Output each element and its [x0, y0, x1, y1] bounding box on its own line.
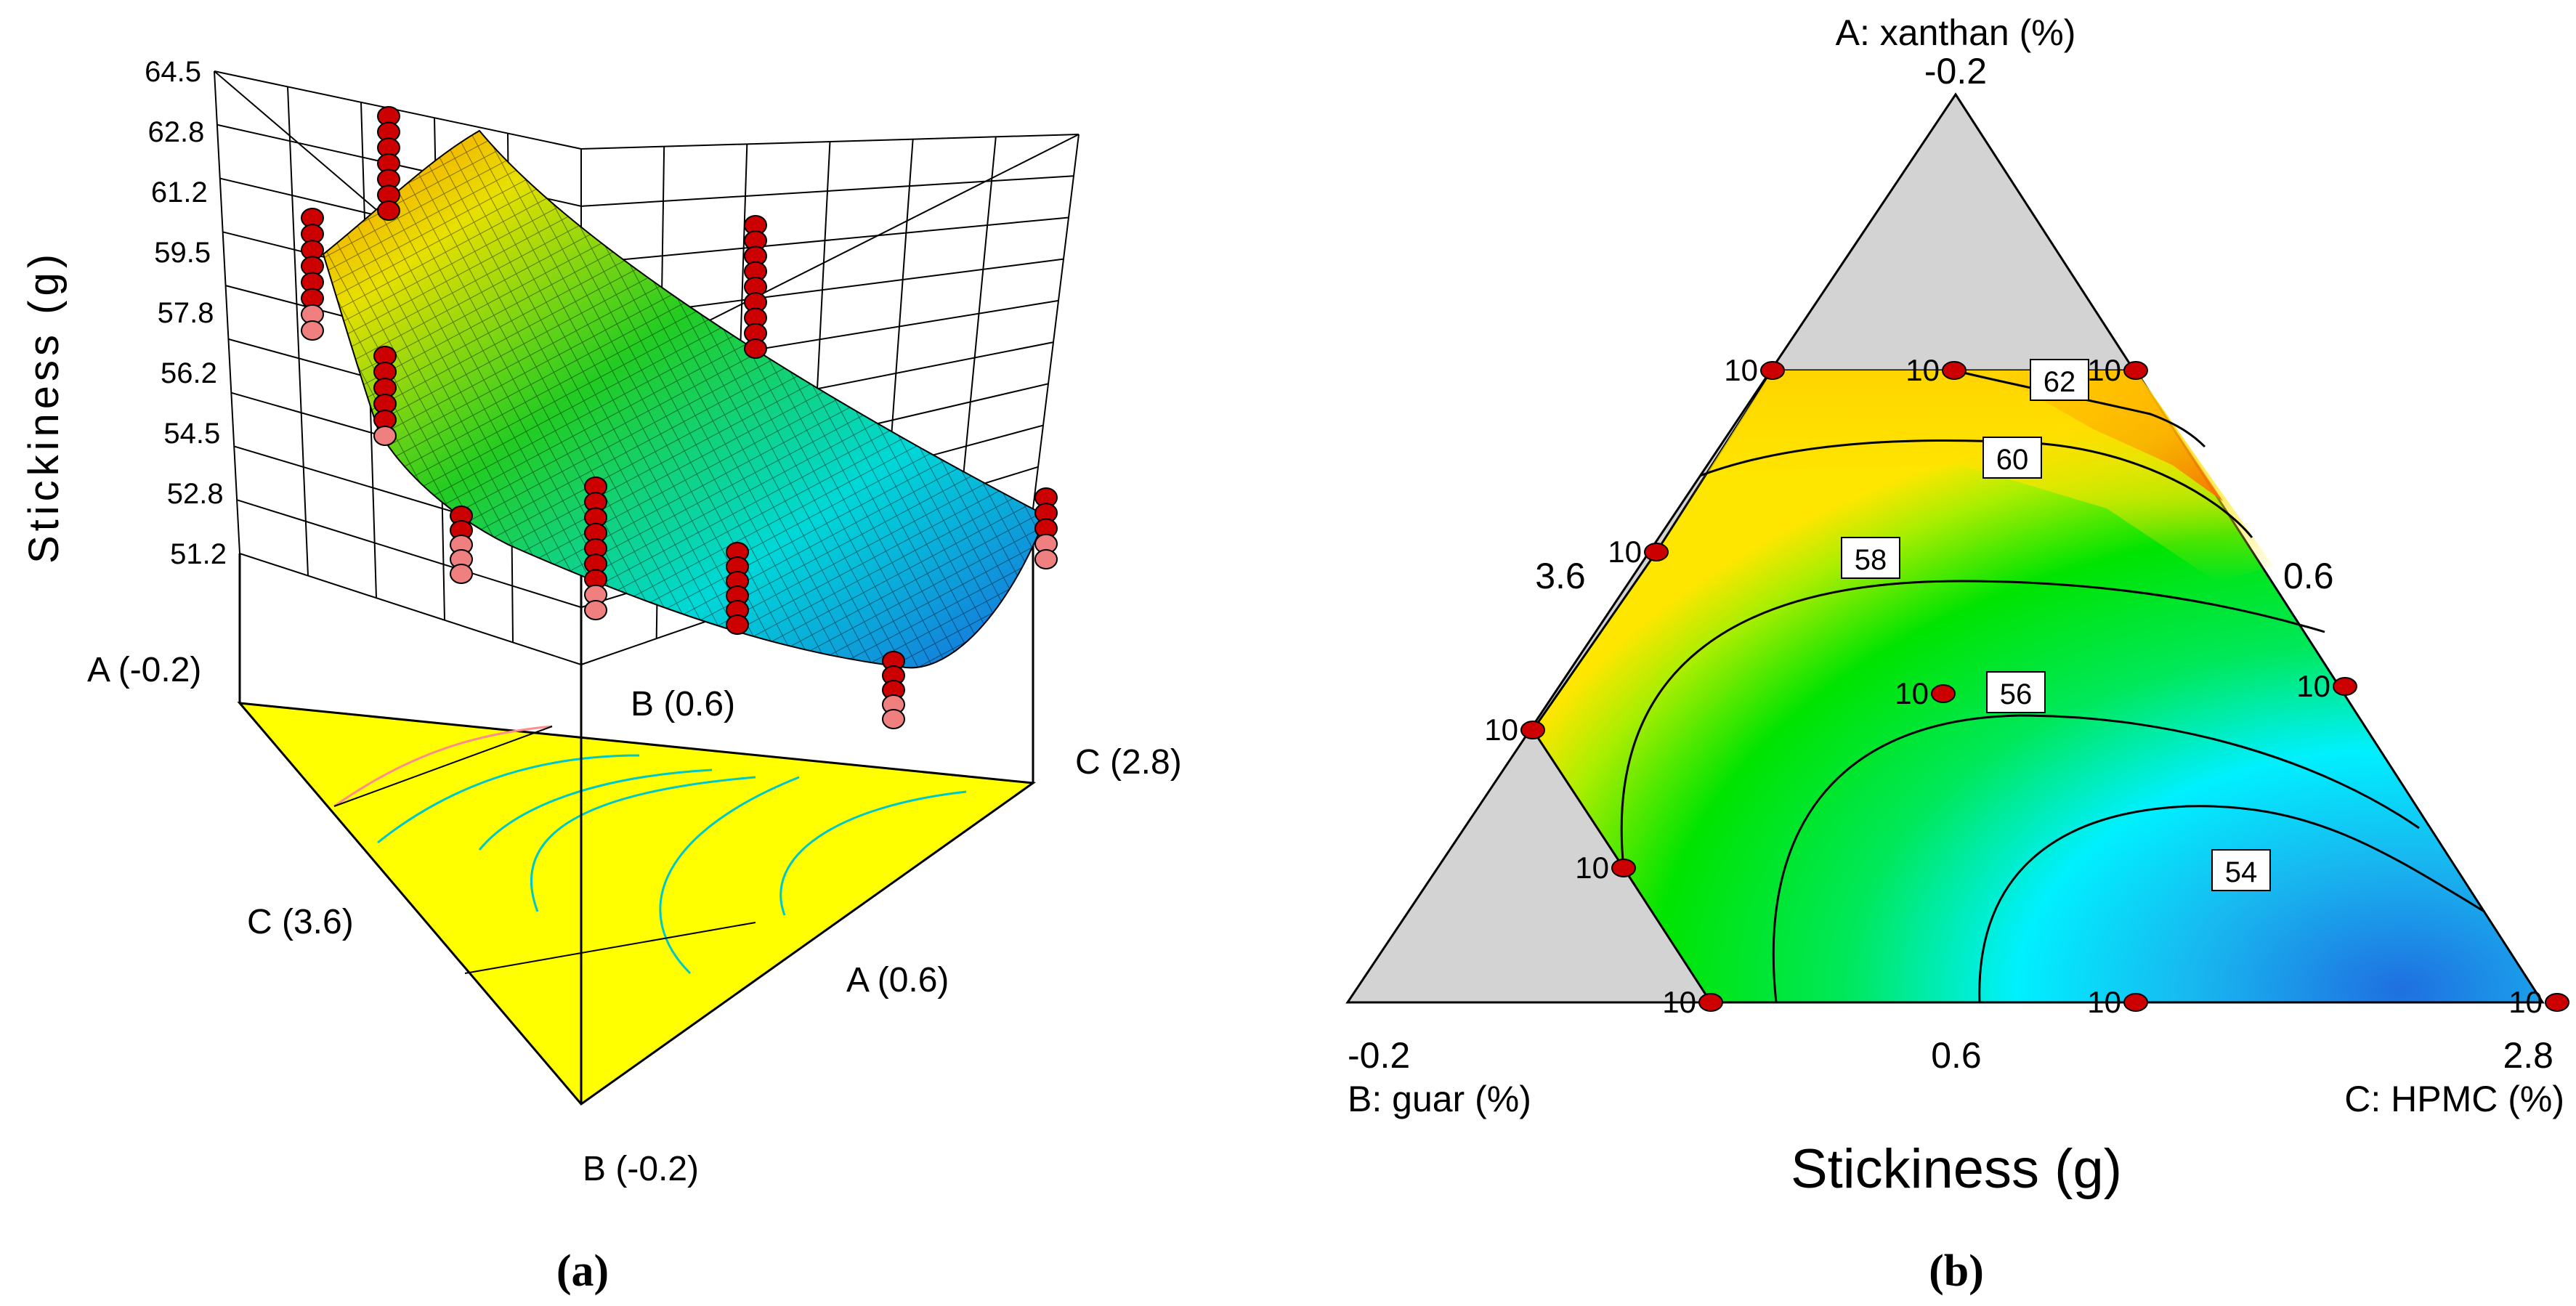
- axis-a-side-tick: 0.6: [2283, 556, 2334, 596]
- ternary-design-point: [2123, 361, 2148, 380]
- design-point: [744, 338, 767, 359]
- contour-label: 60: [1996, 444, 2029, 476]
- base-contour-line: [377, 754, 640, 844]
- z-tick-label: 62.8: [148, 116, 205, 148]
- grid-col-line: [287, 86, 309, 576]
- ternary-design-point: [1611, 859, 1636, 877]
- grid-col-line: [214, 70, 240, 554]
- design-point-label: 10: [2087, 985, 2121, 1019]
- ternary-design-point: [2123, 993, 2148, 1012]
- base-contour-line: [530, 776, 756, 912]
- ternary-design-points: 10 10 10 10 10 10 10 10 10 10 10: [1484, 353, 2569, 1019]
- z-tick-label: 61.2: [151, 177, 208, 208]
- ternary-design-point: [1931, 684, 1956, 703]
- chart-title: Stickiness (g): [1791, 1138, 2122, 1200]
- design-points: [301, 106, 1058, 729]
- grid-row-line: [236, 499, 582, 609]
- design-point: [301, 320, 324, 341]
- contour-label: 62: [2044, 366, 2076, 398]
- grid-row-line: [239, 553, 582, 665]
- base-triangle: [237, 702, 1037, 1106]
- design-point: [882, 709, 905, 729]
- design-point-label: 10: [1575, 851, 1609, 885]
- z-tick-label: 64.5: [145, 56, 201, 88]
- z-tick-label: 54.5: [163, 418, 220, 450]
- axis-c-corner-tick: 2.8: [2503, 1035, 2553, 1076]
- vertex-label-b-mid: B (0.6): [631, 685, 735, 723]
- vertex-label-b-bottom: B (-0.2): [583, 1150, 699, 1188]
- panel-label-b: (b): [1929, 1246, 1984, 1296]
- surface-mesh: [323, 131, 1046, 668]
- z-axis-label: Stickiness (g): [20, 250, 68, 564]
- grid-col-line: [1032, 134, 1080, 509]
- z-tick-label: 56.2: [161, 357, 217, 389]
- ternary-design-point: [1520, 721, 1545, 739]
- design-point-label: 10: [1905, 353, 1940, 387]
- ternary-design-point: [1760, 361, 1785, 380]
- contour-line: [1953, 369, 2206, 448]
- panel-b-ternary-plot: 54 56 58 60 62 10 10 10 10 10 10 10 10 10 10 10 A: xan…: [1345, 12, 2569, 1296]
- axis-a-label: A: xanthan (%): [1836, 12, 2076, 53]
- base-contour-line: [478, 768, 713, 851]
- z-tick-label: 59.5: [154, 237, 211, 269]
- design-point: [373, 426, 397, 446]
- feasible-region-orange-zone: [1990, 370, 2223, 501]
- design-point-label: 10: [2508, 985, 2543, 1019]
- base-edge-line: [464, 922, 756, 974]
- response-surface: [322, 129, 1048, 669]
- vertex-label-c-left: C (3.6): [247, 903, 354, 941]
- axis-c-bottom-tick: 0.6: [1931, 1035, 1982, 1076]
- z-tick-label: 57.8: [158, 297, 214, 329]
- contour-line: [1620, 580, 2325, 869]
- axis-b-corner-tick: -0.2: [1348, 1035, 1410, 1076]
- axis-b-label: B: guar (%): [1348, 1079, 1531, 1119]
- contour-label-box: [1841, 537, 1900, 579]
- ternary-design-point: [1698, 993, 1723, 1012]
- design-point: [726, 615, 749, 635]
- z-tick-label: 51.2: [170, 538, 227, 570]
- base-contour-line: [779, 790, 967, 916]
- ternary-design-point: [2545, 993, 2569, 1012]
- z-tick-label: 52.8: [167, 478, 224, 510]
- contour-label-box: [1982, 437, 2042, 479]
- contour-line: [1978, 805, 2485, 1003]
- axis-a-top-tick: -0.2: [1924, 51, 1987, 92]
- design-point: [377, 200, 400, 221]
- design-point-label: 10: [2087, 353, 2121, 387]
- base-contour-line: [333, 725, 553, 808]
- design-point-label: 10: [1724, 353, 1758, 387]
- design-point: [584, 600, 607, 620]
- contour-label-box: [2211, 849, 2271, 891]
- design-point-label: 10: [1484, 713, 1518, 747]
- vertex-label-a-top: A (-0.2): [87, 651, 201, 689]
- base-contour-line: [659, 776, 800, 975]
- panel-label-a: (a): [556, 1246, 609, 1296]
- design-point: [1034, 549, 1058, 569]
- design-point-label: 10: [1895, 676, 1929, 710]
- ternary-design-point: [1644, 543, 1669, 561]
- contour-label: 54: [2225, 856, 2258, 888]
- ternary-design-point: [2333, 677, 2357, 696]
- contour-label-box: [1986, 671, 2046, 713]
- panel-a-surface-plot: 64.5 62.8 61.2 59.5 57.8 56.2 54.5 52.8 51.2 Sti…: [20, 56, 1182, 1296]
- design-point-label: 10: [1662, 985, 1696, 1019]
- axis-c-label: C: HPMC (%): [2344, 1079, 2564, 1119]
- contour-label: 56: [2000, 678, 2033, 710]
- vertex-label-a-bottom: A (0.6): [846, 961, 949, 999]
- vertex-label-c-right: C (2.8): [1075, 743, 1182, 782]
- z-tick-labels: 64.5 62.8 61.2 59.5 57.8 56.2 54.5 52.8 51.2: [145, 56, 227, 570]
- base-edge-line: [333, 726, 553, 807]
- design-point-label: 10: [1608, 535, 1642, 569]
- base-contours: [333, 725, 967, 975]
- design-point-label: 10: [2296, 669, 2330, 703]
- grid-col-line: [957, 137, 997, 535]
- contour-line: [1772, 714, 2420, 1003]
- axis-b-side-tick: 3.6: [1535, 556, 1586, 596]
- contour-label-box: [2030, 359, 2089, 401]
- contour-label: 58: [1855, 544, 1887, 576]
- design-point: [450, 564, 473, 584]
- contour-labels: 54 56 58 60 62: [1841, 359, 2271, 891]
- ternary-design-point: [1942, 361, 1967, 380]
